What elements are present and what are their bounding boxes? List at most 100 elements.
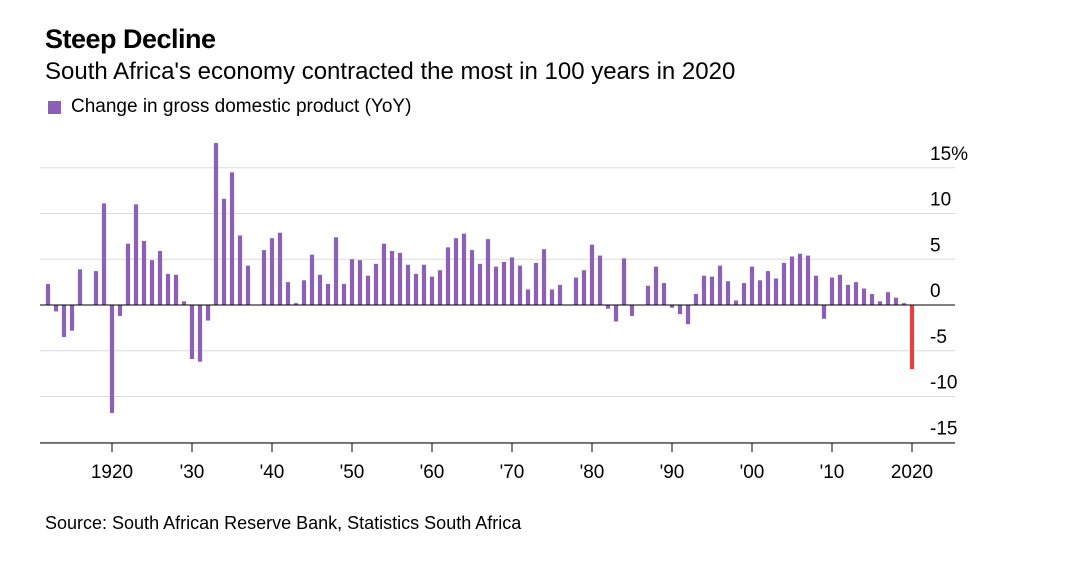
bar (213, 143, 219, 305)
bar (709, 276, 715, 305)
bar (653, 266, 659, 305)
x-tick-label: '50 (340, 462, 365, 483)
x-tick-label: '40 (260, 462, 285, 483)
bar (317, 274, 323, 305)
legend-label: Change in gross domestic product (YoY) (71, 96, 412, 117)
bar (789, 256, 795, 305)
bar (269, 238, 275, 305)
bar (661, 283, 667, 305)
bar (397, 252, 403, 305)
bar (629, 305, 635, 316)
bar (685, 305, 691, 325)
y-tick-label: -5 (930, 327, 947, 348)
y-tick-label: 0 (930, 281, 941, 302)
bar (189, 305, 195, 359)
bar (165, 273, 171, 305)
y-tick-label: -15 (930, 418, 957, 439)
bar (173, 274, 179, 305)
bar (517, 265, 523, 305)
bar (589, 244, 595, 305)
bar (285, 282, 291, 306)
bar (773, 278, 779, 305)
bar (533, 262, 539, 305)
bar (437, 270, 443, 305)
bars (45, 143, 915, 413)
bar (229, 172, 235, 305)
legend-swatch (48, 100, 61, 114)
bar (373, 263, 379, 305)
bar (53, 305, 59, 312)
bar (101, 203, 107, 305)
bar (805, 255, 811, 305)
bar (861, 288, 867, 305)
bar (645, 285, 651, 305)
bar (477, 263, 483, 305)
bar (757, 280, 763, 305)
x-tick-label: '30 (180, 462, 205, 483)
bar (141, 240, 147, 305)
bar (197, 305, 203, 362)
bar (837, 274, 843, 305)
x-tick-label: '80 (580, 462, 605, 483)
bar (485, 239, 491, 305)
bar (557, 284, 563, 305)
bar (469, 250, 475, 305)
bar (157, 251, 163, 305)
bar (349, 259, 355, 305)
x-tick-label: '90 (660, 462, 685, 483)
x-tick-label: '60 (420, 462, 445, 483)
bar (901, 303, 907, 305)
bar (885, 292, 891, 305)
bar (413, 273, 419, 305)
bar (581, 270, 587, 305)
bar (237, 235, 243, 305)
bar (781, 262, 787, 305)
x-tick-label: '10 (820, 462, 845, 483)
bar (461, 233, 467, 305)
bar (405, 264, 411, 305)
x-tick-label: 1920 (91, 462, 133, 483)
bar (61, 305, 67, 338)
bar (669, 305, 675, 308)
bar (733, 300, 739, 305)
bar (333, 237, 339, 305)
bar (261, 250, 267, 305)
y-tick-label: -10 (930, 373, 957, 394)
bar (341, 283, 347, 305)
bar (205, 305, 211, 321)
x-tick-label: '00 (740, 462, 765, 483)
bar (869, 294, 875, 305)
bar (621, 258, 627, 305)
bar (181, 301, 187, 305)
bar (309, 254, 315, 305)
bar (525, 289, 531, 305)
bar (381, 243, 387, 305)
bar (509, 257, 515, 305)
bar (429, 276, 435, 305)
bar (549, 289, 555, 305)
bar (605, 305, 611, 309)
bar (93, 271, 99, 305)
bar (445, 247, 451, 305)
bar (501, 262, 507, 305)
bar (245, 265, 251, 305)
bar (77, 269, 83, 305)
bar (677, 305, 683, 315)
bar (133, 204, 139, 305)
bar (597, 255, 603, 305)
axes: 15% 10 5 0 -5 -10 -15 1920 '30 '40 '50 '60 '70 '80 '90… (40, 144, 968, 483)
y-tick-label: 15% (930, 144, 968, 165)
bar (149, 260, 155, 305)
x-tick-label: '70 (500, 462, 525, 483)
bar (453, 238, 459, 305)
bar-highlight (909, 305, 915, 370)
bar (725, 281, 731, 305)
bar (893, 297, 899, 305)
bar (301, 280, 307, 305)
bar (365, 275, 371, 305)
bar (277, 232, 283, 305)
bar (221, 198, 227, 305)
bar (829, 277, 835, 305)
bar (741, 283, 747, 305)
